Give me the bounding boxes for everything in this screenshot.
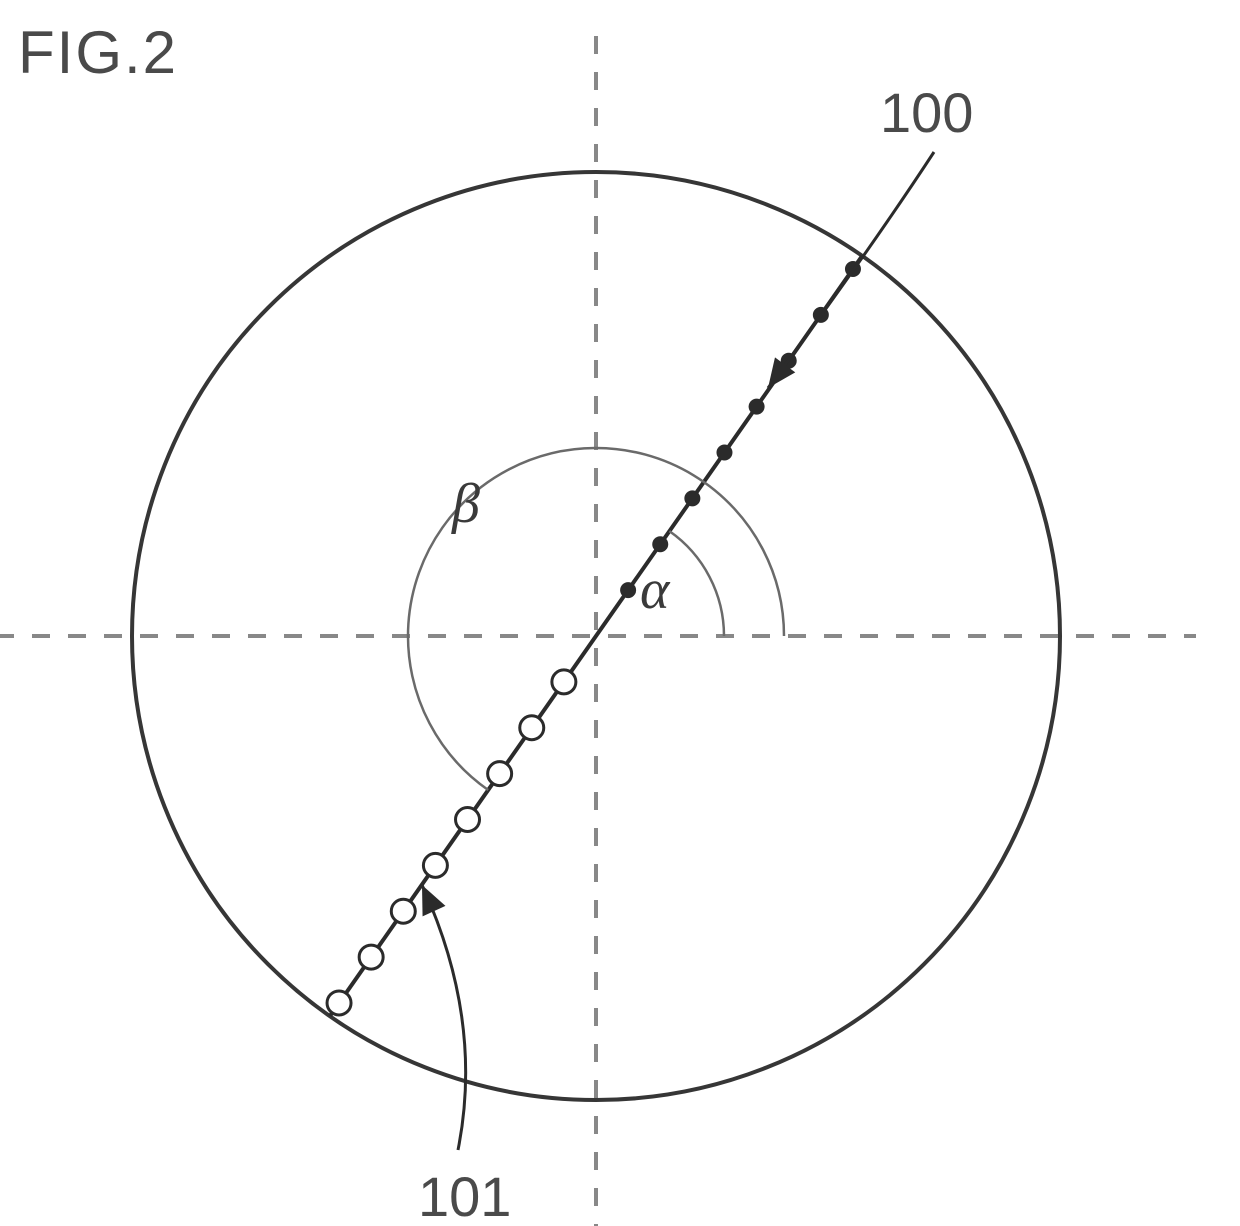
open-marker [359, 945, 383, 969]
callout-101-leader [422, 885, 466, 1150]
open-marker [488, 762, 512, 786]
open-marker [423, 853, 447, 877]
beta-label: β [451, 473, 480, 535]
callout-100-label: 100 [880, 81, 973, 144]
open-marker [456, 807, 480, 831]
open-marker [391, 899, 415, 923]
open-marker [327, 991, 351, 1015]
alpha-label: α [640, 559, 671, 621]
filled-marker [652, 536, 668, 552]
filled-marker [620, 582, 636, 598]
figure-title: FIG.2 [18, 18, 178, 87]
open-marker [520, 716, 544, 740]
open-marker [552, 670, 576, 694]
alpha-arc [669, 531, 724, 636]
filled-marker [749, 399, 765, 415]
diagram-canvas: α β 100 101 [0, 0, 1240, 1226]
callout-101-label: 101 [418, 1165, 511, 1226]
filled-marker [684, 490, 700, 506]
filled-marker [716, 445, 732, 461]
